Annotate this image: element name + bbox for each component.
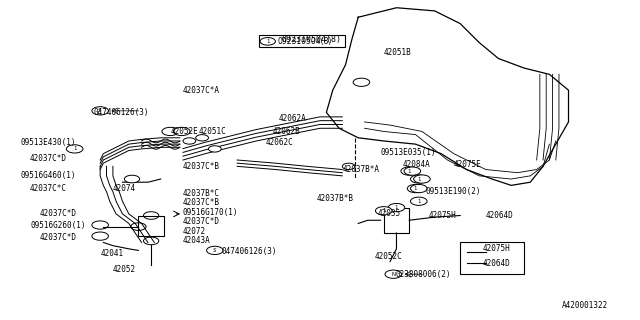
Text: 42037C*D: 42037C*D [40, 233, 77, 242]
Text: 09513E035(1): 09513E035(1) [381, 148, 436, 156]
Circle shape [385, 270, 401, 278]
Text: 42062A: 42062A [278, 114, 307, 123]
Circle shape [410, 197, 427, 205]
Text: 1: 1 [408, 169, 411, 174]
Circle shape [401, 167, 417, 175]
Text: 42074: 42074 [113, 184, 136, 193]
Text: 42051B: 42051B [384, 48, 412, 57]
Text: 42052: 42052 [113, 265, 136, 274]
Text: 092310504(8): 092310504(8) [282, 35, 342, 44]
Circle shape [196, 135, 209, 141]
Circle shape [207, 246, 223, 254]
Text: 42075H: 42075H [483, 244, 510, 253]
Text: 1: 1 [417, 199, 420, 204]
Circle shape [209, 146, 221, 152]
Circle shape [353, 78, 370, 86]
Text: 1: 1 [382, 208, 385, 213]
Text: 1: 1 [395, 205, 398, 210]
Circle shape [260, 37, 275, 45]
Text: 09516G170(1): 09516G170(1) [183, 208, 239, 217]
Circle shape [173, 127, 190, 136]
Text: 09513E190(2): 09513E190(2) [425, 187, 481, 196]
Text: 42037C*B: 42037C*B [183, 162, 220, 171]
Text: 42072: 42072 [183, 227, 206, 236]
Bar [138, 215, 164, 236]
Circle shape [376, 207, 392, 215]
Text: 42037C*D: 42037C*D [30, 154, 67, 163]
Text: 42075H: 42075H [428, 211, 456, 220]
Circle shape [92, 107, 108, 115]
Bar [259, 35, 346, 47]
Text: 023808006(2): 023808006(2) [395, 270, 451, 279]
Text: 42037B*C: 42037B*C [183, 189, 220, 198]
Text: 1: 1 [417, 177, 420, 181]
Text: 1: 1 [266, 39, 269, 44]
Text: 42037C*D: 42037C*D [183, 217, 220, 226]
Text: 42037B*A: 42037B*A [342, 165, 380, 174]
Text: 42084A: 42084A [403, 160, 431, 169]
Text: S: S [99, 108, 102, 113]
Circle shape [410, 184, 427, 193]
Text: 1: 1 [414, 186, 417, 191]
Text: 1: 1 [73, 146, 76, 151]
Text: 42043A: 42043A [183, 236, 211, 245]
Circle shape [410, 175, 427, 183]
Text: 42064D: 42064D [486, 211, 513, 220]
Text: 42051C: 42051C [199, 127, 227, 136]
Text: 42037C*B: 42037C*B [183, 198, 220, 207]
Text: 42052E: 42052E [170, 127, 198, 136]
Text: 42037C*D: 42037C*D [40, 209, 77, 219]
Text: N: N [391, 272, 396, 277]
Text: 42041: 42041 [100, 249, 124, 258]
Text: 42052C: 42052C [374, 252, 402, 261]
Text: 092310504(8): 092310504(8) [277, 37, 332, 46]
Circle shape [407, 184, 424, 193]
Text: S: S [213, 248, 216, 253]
Circle shape [67, 145, 83, 153]
Bar [384, 208, 409, 233]
Text: 42037B*B: 42037B*B [317, 194, 354, 203]
Text: 09513E430(1): 09513E430(1) [20, 138, 76, 147]
Circle shape [413, 175, 430, 183]
Circle shape [404, 167, 420, 175]
Text: 42037C*A: 42037C*A [183, 86, 220, 95]
Circle shape [162, 127, 179, 136]
Text: 09516G460(1): 09516G460(1) [20, 172, 76, 180]
Text: 42037C*C: 42037C*C [30, 184, 67, 193]
Bar [460, 243, 524, 274]
Text: 42062B: 42062B [272, 127, 300, 136]
Text: 42064D: 42064D [483, 259, 510, 268]
Circle shape [388, 204, 404, 212]
Text: 047406126(3): 047406126(3) [221, 247, 276, 257]
Circle shape [124, 175, 140, 183]
Text: 42035: 42035 [378, 209, 401, 219]
Text: 047406126(3): 047406126(3) [94, 108, 149, 117]
Circle shape [183, 138, 196, 144]
Text: 42075E: 42075E [454, 160, 481, 169]
Text: 42062C: 42062C [266, 138, 294, 147]
Text: A420001322: A420001322 [562, 301, 609, 310]
Text: 09516G260(1): 09516G260(1) [30, 220, 86, 229]
